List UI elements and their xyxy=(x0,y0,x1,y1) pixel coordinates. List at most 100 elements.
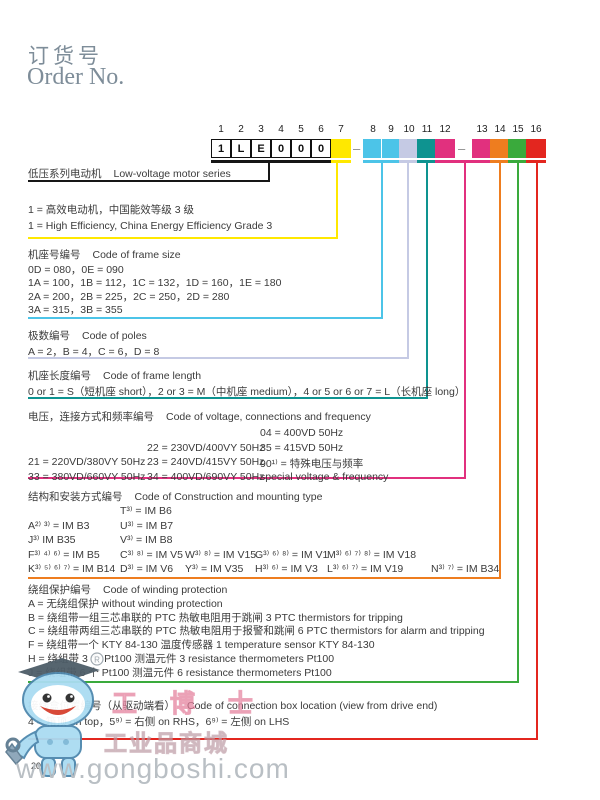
winding-row: A = 无绕组保护 without winding protection xyxy=(28,597,223,610)
voltage-code: special voltage & frequency xyxy=(260,470,389,483)
page-title-en: Order No. xyxy=(27,64,125,90)
page-title-zh: 订货号 xyxy=(28,45,103,68)
code-box-9-frame-size xyxy=(381,139,401,158)
mounting-code: W³⁾ ⁸⁾ = IM V15 xyxy=(185,548,257,561)
stamp-watermark-line2: 工业品商城 xyxy=(104,730,229,757)
section-frame-size: 机座号编号 Code of frame size 0D = 080，0E = 09… xyxy=(28,249,281,318)
mounting-code: H³⁾ ⁶⁾ = IM V3 xyxy=(255,563,318,576)
poles-connector-line xyxy=(407,162,409,359)
section-winding: 绕组保护编号 Code of winding protection A = 无绕组… xyxy=(28,584,485,681)
voltage-title-zh: 电压，连接方式和频率编号 xyxy=(28,411,154,423)
series-title-en: Low-voltage motor series xyxy=(113,168,231,180)
winding-row: J = 绕组带 6 个 Pt100 测温元件 6 resistance ther… xyxy=(28,666,332,679)
position-number: 1 xyxy=(218,124,224,135)
position-number: 5 xyxy=(298,124,304,135)
frame-size-connector-line xyxy=(381,162,383,319)
position-number: 2 xyxy=(238,124,244,135)
frame-size-row: 0D = 080，0E = 090 xyxy=(28,263,124,276)
mounting-code: V³⁾ = IM B8 xyxy=(120,534,173,547)
frame-length-title-en: Code of frame length xyxy=(103,370,202,382)
winding-title-zh: 绕组保护编号 xyxy=(28,584,91,596)
position-number: 11 xyxy=(421,124,433,135)
code-box-11-frame-length xyxy=(417,139,437,158)
position-number: 16 xyxy=(530,124,542,135)
frame-length-title-zh: 机座长度编号 xyxy=(28,370,91,382)
site-watermark: www.gongboshi.com xyxy=(16,753,290,784)
mounting-code: J³⁾ IM B35 xyxy=(28,534,76,547)
frame-length-underline xyxy=(28,397,428,399)
connection-box-bar xyxy=(526,160,546,163)
mounting-title-en: Code of Construction and mounting type xyxy=(134,491,323,503)
robot-mascot-watermark: R xyxy=(5,652,104,777)
mounting-code: F³⁾ ⁴⁾ ⁶⁾ = IM B5 xyxy=(28,548,100,561)
frame-size-title-zh: 机座号编号 xyxy=(28,249,81,261)
frame-length-bar xyxy=(417,160,435,163)
separator-dash: – xyxy=(353,141,361,156)
voltage-code: 33 = 380VD/660VY 50Hz xyxy=(28,470,146,483)
position-number: 6 xyxy=(318,124,324,135)
voltage-code: 04 = 400VD 50Hz xyxy=(260,427,344,439)
voltage-connector-line xyxy=(464,162,466,479)
code-box-13-voltage xyxy=(472,139,492,158)
frame-size-row: 2A = 200，2B = 225，2C = 250，2D = 280 xyxy=(28,290,230,303)
poles-underline xyxy=(28,357,409,359)
mounting-code: L³⁾ ⁶⁾ ⁷⁾ = IM V19 xyxy=(327,563,404,576)
position-number: 3 xyxy=(258,124,264,135)
mounting-code: N³⁾ ⁷⁾ = IM B34 xyxy=(431,563,500,576)
efficiency-line-en: 1 = High Efficiency, China Energy Effici… xyxy=(28,220,273,232)
position-number: 8 xyxy=(370,124,376,135)
mounting-code: G³⁾ ⁶⁾ ⁸⁾ = IM V1 xyxy=(255,548,329,561)
frame-size-underline xyxy=(28,317,383,319)
code-box-3: E xyxy=(251,139,271,158)
winding-bar xyxy=(508,160,526,163)
voltage-code: 34 = 400VD/690VY 50Hz xyxy=(147,470,265,483)
section-series: 低压系列电动机 Low-voltage motor series xyxy=(28,166,231,181)
winding-row: B = 绕组带一组三芯串联的 PTC 热敏电阻用于跳闸 3 PTC thermi… xyxy=(28,611,403,624)
position-number: 4 xyxy=(278,124,284,135)
voltage-underline xyxy=(28,477,466,479)
position-number: 14 xyxy=(494,124,506,135)
frame-length-row: 0 or 1 = S（短机座 short），2 or 3 = M（中机座 med… xyxy=(28,386,466,398)
frame-size-title-en: Code of frame size xyxy=(92,249,181,261)
code-box-16-connection-box xyxy=(526,139,546,158)
efficiency-connector-line xyxy=(336,162,338,239)
efficiency-underline xyxy=(28,237,338,239)
position-number: 7 xyxy=(338,124,344,135)
code-box-7-efficiency xyxy=(331,139,351,158)
section-mounting: 结构和安装方式编号 Code of Construction and mounti… xyxy=(28,489,499,578)
code-box-5: 0 xyxy=(291,139,311,158)
mounting-code: U³⁾ = IM B7 xyxy=(120,519,174,532)
section-frame-length: 机座长度编号 Code of frame length 0 or 1 = S（短机… xyxy=(28,368,465,400)
connection-box-connector-line xyxy=(536,162,538,740)
series-underline xyxy=(28,180,270,182)
series-bar xyxy=(211,160,331,163)
series-title-zh: 低压系列电动机 xyxy=(28,168,102,180)
connection-box-row: 4 = 箱顶 on top，5⁹⁾ = 右侧 on RHS，6⁹⁾ = 左侧 o… xyxy=(28,716,290,728)
code-box-15-winding xyxy=(508,139,528,158)
connection-box-underline xyxy=(28,738,538,740)
mounting-connector-line xyxy=(499,162,501,579)
code-box-2: L xyxy=(231,139,251,158)
voltage-bar xyxy=(435,160,490,163)
poles-row: A = 2，B = 4，C = 6，D = 8 xyxy=(28,346,160,358)
voltage-code: 35 = 415VD 50Hz xyxy=(260,441,344,454)
poles-title-zh: 极数编号 xyxy=(28,330,70,342)
voltage-title-en: Code of voltage, connections and frequen… xyxy=(166,411,371,423)
mounting-code: C³⁾ ⁸⁾ = IM V5 xyxy=(120,548,183,561)
winding-underline xyxy=(28,681,519,683)
mounting-title-zh: 结构和安装方式编号 xyxy=(28,491,123,503)
frame-size-bar xyxy=(363,160,399,163)
code-box-4: 0 xyxy=(271,139,291,158)
mounting-code: T³⁾ = IM B6 xyxy=(120,505,172,517)
position-number: 13 xyxy=(476,124,488,135)
frame-length-connector-line xyxy=(426,162,428,399)
position-number: 12 xyxy=(439,124,451,135)
poles-bar xyxy=(399,160,417,163)
code-box-8-frame-size xyxy=(363,139,383,158)
winding-row: C = 绕组带两组三芯串联的 PTC 热敏电阻用于报警和跳闸 6 PTC the… xyxy=(28,625,485,638)
connection-box-title-en: Code of connection box location (view fr… xyxy=(187,700,438,712)
frame-size-row: 3A = 315，3B = 355 xyxy=(28,304,123,316)
section-poles: 极数编号 Code of poles A = 2，B = 4，C = 6，D = … xyxy=(28,328,159,360)
page-number: 20 xyxy=(31,761,42,771)
section-efficiency: 1 = 高效电动机，中国能效等级 3 级 1 = High Efficiency… xyxy=(28,202,272,234)
